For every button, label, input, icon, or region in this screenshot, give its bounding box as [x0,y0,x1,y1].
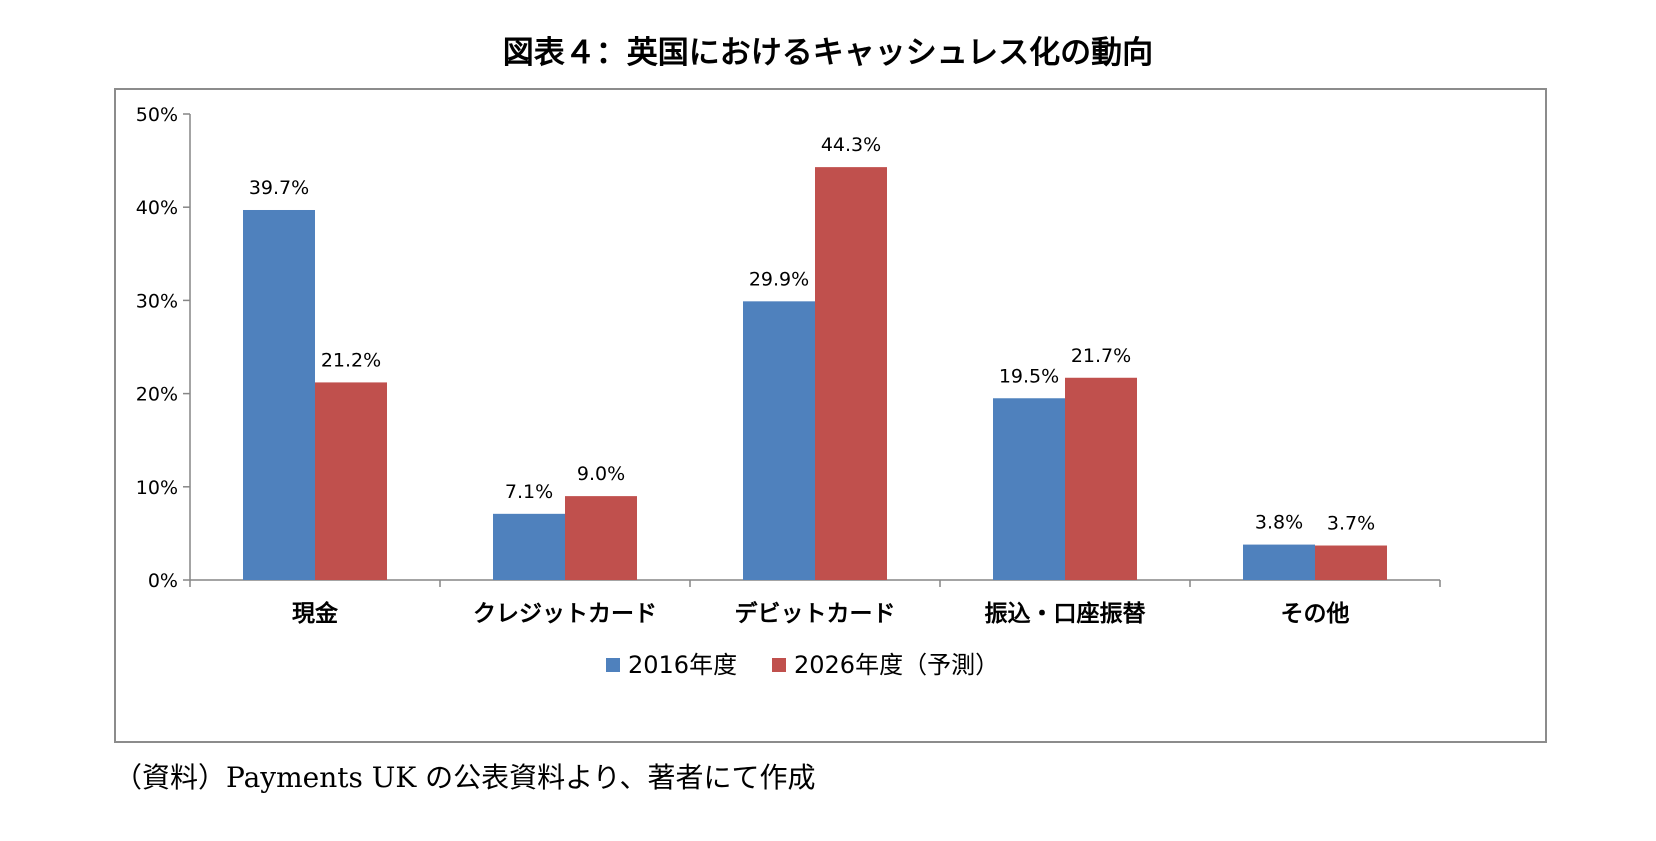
bar-2016 [493,513,565,580]
y-tick-label: 0% [148,570,178,592]
axes: 0% 10% 20% 30% 40% 50% 現金 クレジットカード デビットカード 振込・口座振… [136,104,1441,627]
legend-label: 2026年度（予測） [794,651,999,679]
bar-2026 [1315,545,1387,580]
data-label: 3.8% [1255,512,1303,534]
bar-2016 [1243,544,1315,580]
category-label: デビットカード [735,600,896,627]
category-label: クレジットカード [473,601,657,627]
data-label: 39.7% [249,177,309,199]
bar-2026 [315,382,387,580]
data-label: 19.5% [999,365,1059,387]
category-label: 現金 [292,600,339,627]
y-tick-label: 20% [136,384,178,406]
bar-2026 [1065,377,1137,580]
bar-2016 [243,209,315,580]
y-tick-label: 30% [136,290,178,312]
legend-swatch [772,658,786,672]
data-label: 3.7% [1327,513,1375,535]
bar-2016 [743,301,815,580]
bar-2026 [815,167,887,580]
bar-chart: 0% 10% 20% 30% 40% 50% 現金 クレジットカード デビットカード 振込・口座振… [136,104,1441,679]
y-tick-label: 10% [136,477,178,499]
data-label: 21.2% [321,349,381,371]
data-label: 21.7% [1071,345,1131,367]
y-tick-label: 50% [136,104,178,126]
source-note: （資料）Payments UK の公表資料より、著者にて作成 [114,761,816,794]
data-label: 9.0% [577,463,625,485]
data-label: 7.1% [505,481,553,503]
category-label: その他 [1281,601,1350,627]
legend-label: 2016年度 [628,651,737,679]
bars [243,167,1387,580]
data-labels: 39.7% 7.1% 29.9% 19.5% 3.8% 21.2% 9.0% 44.3% 21.… [249,134,1375,534]
bar-2016 [993,398,1065,580]
data-label: 44.3% [821,134,881,156]
y-tick-label: 40% [136,197,178,219]
chart-frame: 0% 10% 20% 30% 40% 50% 現金 クレジットカード デビットカード 振込・口座振… [114,88,1547,743]
category-label: 振込・口座振替 [985,600,1146,627]
legend-swatch [606,658,620,672]
data-label: 29.9% [749,268,809,290]
bar-2026 [565,496,637,580]
chart-title: 図表４：英国におけるキャッシュレス化の動向 [502,35,1154,71]
legend: 2016年度 2026年度（予測） [606,651,999,679]
